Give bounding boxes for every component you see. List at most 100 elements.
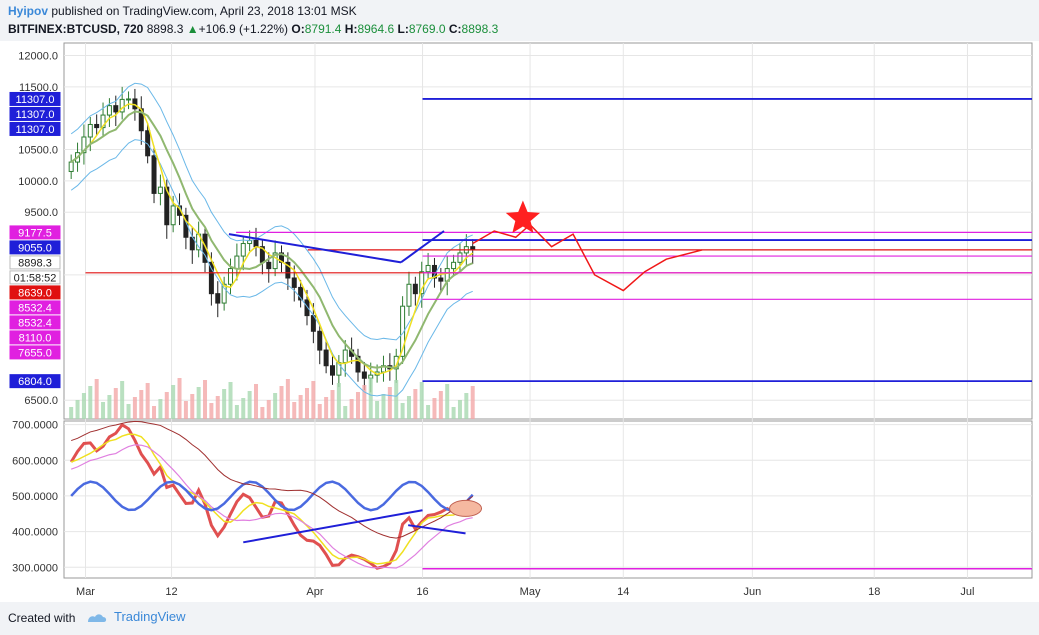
volume-bar [241,398,246,419]
price-badge [9,315,61,330]
price-badge [9,225,61,240]
candle-body [451,261,457,270]
volume-bar [400,403,405,419]
change-value: +106.9 (+1.22%) [198,22,289,36]
close-value: 8898.3 [461,22,499,36]
price-badge [9,374,61,389]
time-tick-label: 16 [416,586,428,598]
oscillator-blue-line [70,480,474,512]
candle-body [126,98,132,101]
volume-bar [75,400,80,419]
volume-bar [209,403,214,419]
high-value: 8964.6 [357,22,395,36]
volume-bar [139,390,144,419]
candle-body [234,255,240,270]
candle-body [157,186,163,194]
price-badge [9,121,61,136]
tradingview-brand-link[interactable]: TradingView [86,609,186,624]
candle-body [317,330,323,351]
volume-bar [88,386,93,419]
candle-body [355,355,361,373]
last-price: 8898.3 [146,22,184,36]
volume-bar [375,401,380,419]
candle-body [221,283,227,304]
volume-bar [266,400,271,419]
volume-bar [164,392,169,419]
price-badge [9,270,61,285]
candle-body [228,268,234,285]
volume-bar [145,383,150,419]
oscillator-tick-label: 700.0000 [12,420,58,432]
candle-body [215,293,221,304]
price-badge [9,255,61,270]
tradingview-brand: TradingView [114,609,186,624]
publish-info: published on TradingView.com, April 23, … [51,4,357,18]
open-value: 8791.4 [304,22,342,36]
chart-area[interactable]: 12000.011500.010500.010000.09500.08500.0… [0,41,1039,602]
price-badge-label: 11307.0 [16,124,55,136]
volume-bar [457,400,462,419]
candle-body [298,286,304,301]
volume-bar [177,378,182,419]
volume-bar [451,407,456,419]
volume-bar [183,401,188,419]
candle-body [412,283,418,295]
volume-bar [152,406,157,419]
candle-body [323,349,329,367]
volume-bar [336,383,341,419]
volume-bar [94,379,99,419]
volume-bar [113,388,118,419]
price-tick-label: 6500.0 [24,395,58,407]
oscillator-pane [63,420,1033,579]
candle-body [94,123,100,129]
volume-bar [120,381,125,419]
candle-body [272,252,278,270]
candle-body [202,233,208,263]
volume-bar [355,392,360,419]
candle-body [457,252,463,263]
high-label: H: [344,22,358,36]
chart-svg[interactable]: 12000.011500.010500.010000.09500.08500.0… [0,41,1039,602]
price-tick-label: 10500.0 [18,145,58,157]
volume-bar [158,399,163,419]
tradingview-logo-icon [88,613,107,622]
symbol-name[interactable]: BITFINEX:BTCUSD, 720 [8,22,144,36]
candle-body [285,261,291,279]
time-tick-label: Jul [960,586,974,598]
volume-bar [349,399,354,419]
volume-bar [317,404,322,419]
author-link[interactable]: Hyipov [8,4,49,18]
time-tick-label: May [520,586,541,598]
volume-bar [368,378,373,419]
oscillator-tick-label: 300.0000 [12,562,58,574]
volume-bar [171,385,176,419]
candle-body [170,205,176,226]
price-badge-label: 7655.0 [18,347,52,359]
time-tick-label: 14 [617,586,629,598]
volume-bar [196,387,201,419]
price-badge-label: 8110.0 [19,332,52,344]
price-badge-label: 11307.0 [16,94,55,106]
price-badge-label: 9177.5 [18,227,52,239]
volume-bar [298,395,303,419]
volume-bar [132,397,137,419]
candle-body [119,98,125,113]
low-label: L: [397,22,409,36]
price-badge [9,91,61,106]
volume-bar [126,404,131,419]
volume-bar [426,405,431,419]
volume-bar [387,387,392,419]
price-badge-label: 8639.0 [18,287,52,299]
volume-bar [324,397,329,419]
projection-path [472,223,703,292]
time-tick-label: 12 [165,586,177,598]
price-badge [9,240,61,255]
volume-bar [247,391,252,419]
price-levels [85,98,1032,383]
volume-bar [190,394,195,419]
volume-bar [228,382,233,419]
volume-bar [279,386,284,419]
volume-bar [81,393,86,419]
volume-bar [330,390,335,419]
candle-body [342,349,348,364]
